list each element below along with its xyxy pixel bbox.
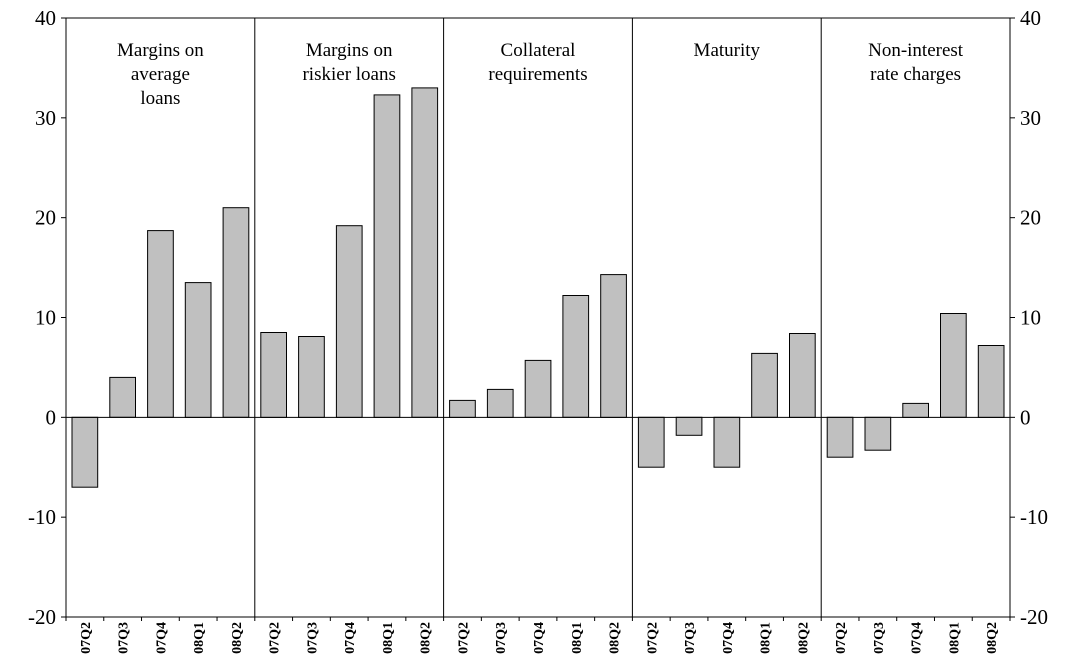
bar (940, 313, 967, 418)
bar (713, 416, 741, 468)
x-tick-label: 07Q2 (645, 622, 660, 654)
y-tick-label: 10 (1020, 306, 1041, 330)
bar (524, 359, 552, 418)
y-tick-label: 0 (46, 405, 57, 429)
x-tick-label: 07Q2 (834, 622, 849, 654)
y-tick-label: 40 (35, 6, 56, 30)
x-tick-label: 07Q2 (268, 622, 283, 654)
y-tick-label: -20 (1020, 605, 1048, 629)
x-axis: 07Q2 07Q3 07Q4 08Q1 08Q2 07Q2 07Q3 07Q4 08Q1 08Q2… (65, 617, 1011, 654)
bar (147, 230, 174, 418)
y-tick-label: -10 (28, 505, 56, 529)
panel-title: rate charges (870, 64, 961, 85)
panel-title: riskier loans (302, 64, 395, 85)
bar (260, 332, 287, 418)
bar (562, 295, 590, 418)
bar (826, 416, 854, 458)
x-tick-label: 07Q4 (343, 622, 358, 654)
bar (109, 376, 137, 418)
bar (184, 282, 212, 418)
x-tick-label: 08Q2 (985, 622, 1000, 654)
panel-title: Margins on (117, 40, 204, 61)
bar (449, 399, 476, 418)
y-tick-label: 10 (35, 306, 56, 330)
panel-title: loans (140, 88, 180, 109)
bar (902, 402, 929, 418)
bar (486, 388, 514, 418)
x-tick-label: 07Q3 (683, 622, 698, 654)
y-tick-label: 30 (1020, 106, 1041, 130)
bar (411, 87, 439, 418)
x-tick-label: 07Q2 (457, 622, 472, 654)
bar (751, 352, 778, 418)
panel-titles: Margins on average loans Margins on riskier … (117, 40, 964, 109)
x-tick-label: 07Q4 (910, 622, 925, 654)
x-tick-label: 07Q3 (305, 622, 320, 654)
bar (373, 94, 401, 418)
panel-title: Maturity (694, 40, 761, 61)
x-tick-label: 08Q1 (192, 622, 207, 654)
panel-title: requirements (488, 64, 587, 85)
y-tick-label: -10 (1020, 505, 1048, 529)
y-tick-label: 20 (1020, 206, 1041, 230)
bar (298, 336, 325, 418)
y-tick-label: 0 (1020, 405, 1031, 429)
bar (789, 333, 816, 418)
y-axis-left: -20 -10 0 10 20 30 40 (28, 6, 66, 629)
panel-title: average (131, 64, 190, 85)
x-tick-label: 07Q3 (494, 622, 509, 654)
bars (71, 87, 1005, 488)
panel-title: Non-interest (868, 40, 964, 61)
y-tick-label: 40 (1020, 6, 1041, 30)
bar (222, 207, 250, 418)
x-tick-label: 08Q1 (759, 622, 774, 654)
bar (335, 225, 363, 418)
x-tick-label: 08Q2 (796, 622, 811, 654)
x-tick-label: 07Q3 (117, 622, 132, 654)
panel-title: Margins on (306, 40, 393, 61)
x-tick-label: 08Q2 (230, 622, 245, 654)
x-tick-label: 08Q1 (947, 622, 962, 654)
y-tick-label: -20 (28, 605, 56, 629)
x-tick-label: 08Q1 (570, 622, 585, 654)
bar (600, 274, 627, 418)
bar (637, 416, 665, 468)
x-tick-label: 07Q2 (79, 622, 94, 654)
x-tick-label: 07Q4 (721, 622, 736, 654)
x-tick-label: 08Q1 (381, 622, 396, 654)
x-tick-label: 07Q4 (154, 622, 169, 654)
bar (675, 416, 703, 436)
y-axis-right: -20 -10 0 10 20 30 40 (1010, 6, 1048, 629)
x-tick-label: 08Q2 (419, 622, 434, 654)
bar (71, 416, 99, 488)
bar (864, 416, 892, 451)
y-tick-label: 30 (35, 106, 56, 130)
x-tick-label: 07Q4 (532, 622, 547, 654)
x-tick-label: 08Q2 (608, 622, 623, 654)
x-tick-label: 07Q3 (872, 622, 887, 654)
bar (977, 345, 1005, 418)
panel-title: Collateral (501, 40, 576, 61)
y-tick-label: 20 (35, 206, 56, 230)
